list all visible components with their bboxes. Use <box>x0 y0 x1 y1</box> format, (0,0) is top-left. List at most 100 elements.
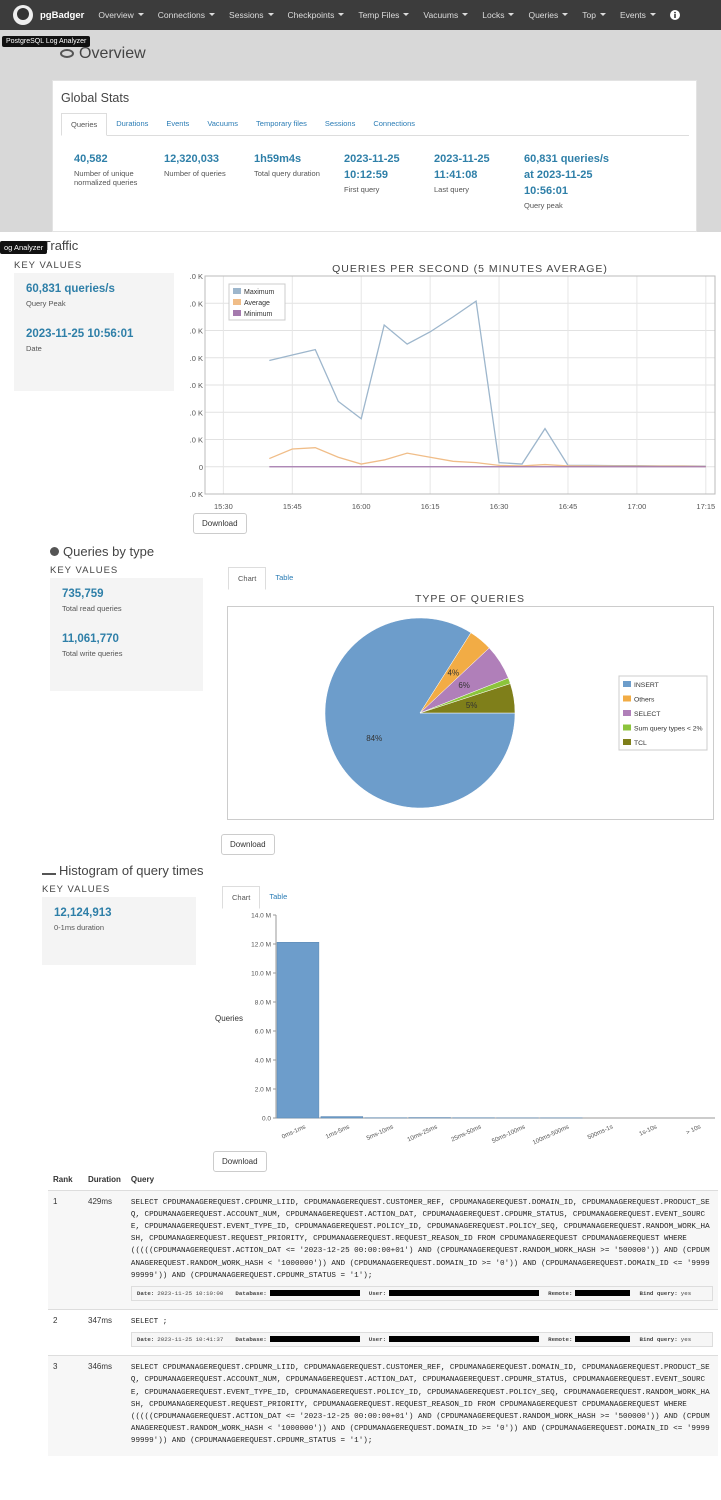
rank: 1 <box>53 1196 58 1206</box>
query-text: SELECT CPDUMANAGEREQUEST.CPDUMR_LIID, CP… <box>130 1198 710 1280</box>
brand[interactable]: pgBadger <box>40 9 85 21</box>
nav-item[interactable]: Overview <box>98 10 143 20</box>
chart: TYPE OF QUERIES 84% 4% 6% 5% INSERT Others SELE… <box>324 593 708 809</box>
y-tick-label: 50.0 K <box>190 327 203 336</box>
tab[interactable]: Durations <box>116 119 149 128</box>
key-values: 60,831 queries/s Query Peak 2023-11-25 10:… <box>14 273 174 391</box>
key-value: 11,061,770 <box>62 633 119 645</box>
slice-label: 6% <box>458 681 470 690</box>
y-tick-label: 14.0 M <box>251 913 271 920</box>
tab[interactable]: Queries <box>61 113 108 136</box>
meta-value: 2023-11-25 10:41:37 <box>157 1336 224 1344</box>
tab[interactable]: Temporary files <box>256 119 307 128</box>
legend-label: TCL <box>634 740 647 747</box>
x-tick-label: 1ms-5ms <box>325 1123 351 1140</box>
nav-item[interactable]: Locks <box>482 10 514 20</box>
stat-value: 2023-11-25 10:12:59 <box>344 153 400 181</box>
download-button[interactable]: Download <box>213 1151 267 1172</box>
rank: 2 <box>53 1315 58 1325</box>
key-label: Query Peak <box>26 299 66 308</box>
key-value: 60,831 queries/s <box>26 283 115 295</box>
legend-swatch <box>623 710 631 716</box>
y-tick-label: 0.0 <box>262 1116 271 1123</box>
bar <box>276 942 320 1119</box>
nav-item[interactable]: Top <box>582 10 606 20</box>
meta-label: Date: <box>136 1289 155 1297</box>
stats: 40,582 Number of unique normalized querie… <box>74 151 614 210</box>
stat-label: Number of unique normalized queries <box>74 169 138 187</box>
tab[interactable]: Vacuums <box>207 119 239 128</box>
meta-value: yes <box>680 1336 692 1344</box>
meta-label: Database: <box>235 1289 267 1297</box>
query-meta: Date: 2023-11-25 10:10:00 Database: User: Re… <box>130 1285 713 1301</box>
stat-value: 2023-11-25 11:41:08 <box>434 153 490 181</box>
download-button[interactable]: Download <box>221 834 275 855</box>
y-tick-label: 10.0 M <box>251 971 271 978</box>
tooltip: og Analyzer <box>0 241 48 254</box>
y-tick-label: 30.0 K <box>190 381 203 390</box>
tab[interactable]: Table <box>275 573 294 582</box>
meta-label: User: <box>368 1336 387 1344</box>
key-label: Date <box>26 344 42 353</box>
stat-label: First query <box>344 185 380 194</box>
meta-label: Remote: <box>548 1289 573 1297</box>
nav-item[interactable]: Sessions <box>229 10 274 20</box>
table: Rank Duration Query 1 429ms SELECT CPDUMANAGE… <box>48 1170 718 1456</box>
slice-label: 5% <box>466 701 478 710</box>
nav-item[interactable]: Checkpoints <box>288 10 345 20</box>
x-tick-label: 15:45 <box>283 502 302 511</box>
legend-label: INSERT <box>634 682 659 689</box>
nav-item[interactable]: Vacuums <box>423 10 468 20</box>
redacted <box>389 1336 540 1343</box>
key-values: 735,759 Total read queries 11,061,770 Total… <box>50 578 203 691</box>
y-tick-label: 40.0 K <box>190 354 203 363</box>
legend-swatch <box>233 288 241 294</box>
nav-item[interactable]: Connections <box>158 10 215 20</box>
x-tick-label: 10ms-25ms <box>406 1123 438 1143</box>
tab[interactable]: Sessions <box>324 119 356 128</box>
tab[interactable]: Table <box>269 892 288 901</box>
redacted <box>575 1336 631 1343</box>
chart-title: QUERIES PER SECOND (5 MINUTES AVERAGE) <box>332 263 608 275</box>
nav-items: Overview Connections Sessions Checkpoints Te… <box>98 10 670 20</box>
tabs: Queries Durations Events Vacuums Temporary f… <box>61 113 689 136</box>
meta-label: Bind query: <box>639 1336 678 1344</box>
legend-swatch <box>623 724 631 731</box>
global-stats-title: Global Stats <box>61 91 130 105</box>
y-tick-label: -10.0 K <box>190 490 203 499</box>
info-icon[interactable] <box>669 10 680 20</box>
key-label: Total read queries <box>62 604 122 613</box>
legend-box <box>618 675 708 751</box>
key-value: 2023-11-25 10:56:01 <box>26 328 134 340</box>
x-tick-label: 17:15 <box>696 502 715 511</box>
query-cell: SELECT ; Date: 2023-11-25 10:41:37 Database… <box>126 1309 718 1355</box>
tab[interactable]: Events <box>166 119 190 128</box>
bar <box>320 1116 364 1119</box>
tab[interactable]: Chart <box>228 567 267 590</box>
meta-label: Database: <box>235 1336 267 1344</box>
stat-label: Last query <box>434 185 470 194</box>
logo <box>13 5 33 25</box>
nav-item[interactable]: Temp Files <box>358 10 409 20</box>
key-label: 0-1ms duration <box>54 923 105 932</box>
slice-label: 84% <box>366 734 382 743</box>
section-title: Queries by type <box>50 544 154 559</box>
download-button[interactable]: Download <box>193 513 247 534</box>
series-line <box>269 447 706 468</box>
y-tick-label: 6.0 M <box>255 1029 271 1036</box>
legend-swatch <box>623 695 631 702</box>
redacted <box>575 1289 631 1296</box>
legend-swatch <box>233 310 241 316</box>
legend-swatch <box>233 299 241 305</box>
tab[interactable]: Chart <box>222 886 261 909</box>
nav-item[interactable]: Events <box>620 10 656 20</box>
column-header: Query <box>130 1175 155 1185</box>
stat-value: 60,831 queries/s at 2023-11-25 10:56:01 <box>524 153 610 197</box>
x-tick-label: 25ms-50ms <box>450 1123 482 1143</box>
nav-item[interactable]: Queries <box>528 10 568 20</box>
x-tick-label: 16:45 <box>559 502 578 511</box>
tab[interactable]: Connections <box>373 119 416 128</box>
tabs: Chart Table <box>222 886 712 909</box>
navbar: pgBadger Overview Connections Sessions Chec… <box>0 0 721 30</box>
legend-label: Others <box>634 697 655 704</box>
